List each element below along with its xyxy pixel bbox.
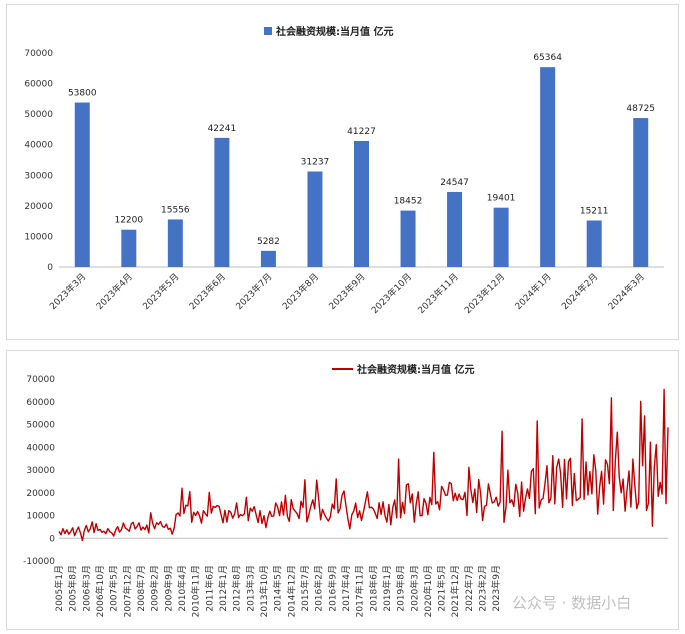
- x-tick-label: 2023年12月: [462, 271, 508, 317]
- data-label: 18452: [394, 197, 423, 207]
- bar: [633, 118, 649, 267]
- bar: [74, 102, 90, 267]
- x-tick-label: 2023年4月: [93, 271, 134, 312]
- data-label: 15556: [161, 205, 190, 215]
- x-tick-label: 2013年10月: [258, 565, 270, 617]
- x-tick-label: 2017年4月: [340, 565, 352, 612]
- bar: [307, 171, 323, 267]
- x-tick-label: 2023年8月: [280, 271, 321, 312]
- bar: [260, 250, 276, 267]
- x-tick-label: 2007年5月: [108, 565, 120, 612]
- y-tick-label: 0: [47, 263, 53, 273]
- x-tick-label: 2019年1月: [381, 565, 393, 612]
- x-tick-label: 2018年6月: [367, 565, 379, 612]
- y-tick-label: 30000: [24, 171, 53, 181]
- x-tick-label: 2006年10月: [94, 565, 106, 617]
- data-label: 24547: [440, 178, 469, 188]
- bar: [493, 207, 509, 267]
- line-chart: 社会融资规模:当月值 亿元 -10000 0 10000 20000 30000 40000…: [23, 363, 669, 617]
- series-line: [58, 388, 669, 542]
- bar: [447, 191, 463, 267]
- legend-label: 社会融资规模:当月值 亿元: [356, 363, 474, 376]
- x-tick-label: 2021年12月: [449, 565, 461, 617]
- x-tick-label: 2008年7月: [135, 565, 147, 612]
- x-tick-label: 2023年9月: [326, 271, 367, 312]
- x-tick-label: 2011年6月: [203, 565, 215, 612]
- y-tick-label: -10000: [23, 557, 55, 567]
- data-label: 65364: [533, 53, 562, 63]
- y-tick-label: 50000: [24, 110, 53, 120]
- x-tick-label: 2005年8月: [67, 565, 79, 612]
- y-tick-label: 60000: [26, 398, 55, 408]
- legend-swatch: [264, 27, 272, 35]
- x-tick-label: 2024年3月: [605, 271, 646, 312]
- y-tick-label: 20000: [24, 202, 53, 212]
- x-tick-label: 2009年9月: [162, 565, 174, 612]
- bar-chart: 社会融资规模:当月值 亿元 0 10000 20000 30000 40000 50000 6…: [24, 25, 664, 317]
- y-tick-label: 70000: [26, 375, 55, 385]
- y-tick-label: 10000: [26, 512, 55, 522]
- bar: [540, 67, 556, 267]
- y-tick-label: 60000: [24, 80, 53, 90]
- bar: [167, 219, 183, 267]
- data-label: 53800: [68, 89, 97, 99]
- x-tick-label: 2024年1月: [512, 271, 553, 312]
- x-tick-label: 2016年9月: [326, 565, 338, 612]
- x-tick-label: 2019年8月: [395, 565, 407, 612]
- x-tick-label: 2020年10月: [422, 565, 434, 617]
- x-tick-label: 2010年4月: [176, 565, 188, 612]
- x-tick-label: 2022年7月: [463, 565, 475, 612]
- x-tick-label: 2012年8月: [231, 565, 243, 612]
- x-tick-label: 2014年12月: [285, 565, 297, 617]
- y-tick-label: 30000: [26, 466, 55, 476]
- data-label: 41227: [347, 127, 376, 137]
- x-tick-label: 2007年12月: [121, 565, 133, 617]
- y-tick-label: 20000: [26, 489, 55, 499]
- line-chart-panel: 社会融资规模:当月值 亿元 -10000 0 10000 20000 30000 40000…: [6, 350, 679, 630]
- x-tick-label: 2023年2月: [477, 565, 489, 612]
- y-tick-label: 10000: [24, 232, 53, 242]
- x-tick-label: 2023年3月: [47, 271, 88, 312]
- data-label: 15211: [580, 206, 609, 216]
- y-tick-label: 40000: [24, 141, 53, 151]
- x-tick-label: 2016年2月: [313, 565, 325, 612]
- bar: [586, 220, 602, 267]
- x-tick-label: 2024年2月: [559, 271, 600, 312]
- x-tick-label: 2012年1月: [217, 565, 229, 612]
- data-label: 12200: [114, 216, 143, 226]
- x-tick-label: 2023年5月: [140, 271, 181, 312]
- x-tick-label: 2023年11月: [415, 271, 461, 317]
- x-tick-label: 2009年2月: [149, 565, 161, 612]
- bar: [214, 137, 230, 267]
- x-tick-label: 2006年3月: [80, 565, 92, 612]
- x-tick-label: 2014年5月: [272, 565, 284, 612]
- x-tick-label: 2023年7月: [233, 271, 274, 312]
- x-tick-label: 2020年3月: [408, 565, 420, 612]
- bar: [400, 210, 416, 267]
- data-label: 19401: [487, 194, 516, 204]
- data-label: 5282: [257, 237, 280, 247]
- x-tick-label: 2017年11月: [354, 565, 366, 617]
- data-label: 42241: [208, 124, 237, 134]
- y-tick-label: 70000: [24, 49, 53, 59]
- x-tick-label: 2005年1月: [53, 565, 65, 612]
- x-tick-label: 2023年9月: [490, 565, 502, 612]
- data-label: 48725: [626, 104, 655, 114]
- watermark: 公众号 · 数据小白: [512, 594, 631, 612]
- x-tick-label: 2010年11月: [190, 565, 202, 617]
- y-tick-label: 40000: [26, 443, 55, 453]
- y-tick-label: 50000: [26, 421, 55, 431]
- bar: [121, 229, 137, 267]
- legend-label: 社会融资规模:当月值 亿元: [275, 25, 393, 38]
- x-tick-label: 2013年3月: [244, 565, 256, 612]
- x-tick-label: 2023年10月: [369, 271, 415, 317]
- data-label: 31237: [301, 158, 330, 168]
- x-tick-label: 2021年5月: [436, 565, 448, 612]
- x-tick-label: 2015年7月: [299, 565, 311, 612]
- bar: [354, 140, 369, 267]
- x-tick-label: 2023年6月: [187, 271, 228, 312]
- bar-chart-panel: 社会融资规模:当月值 亿元 0 10000 20000 30000 40000 50000 6…: [6, 4, 679, 340]
- y-tick-label: 0: [49, 534, 55, 544]
